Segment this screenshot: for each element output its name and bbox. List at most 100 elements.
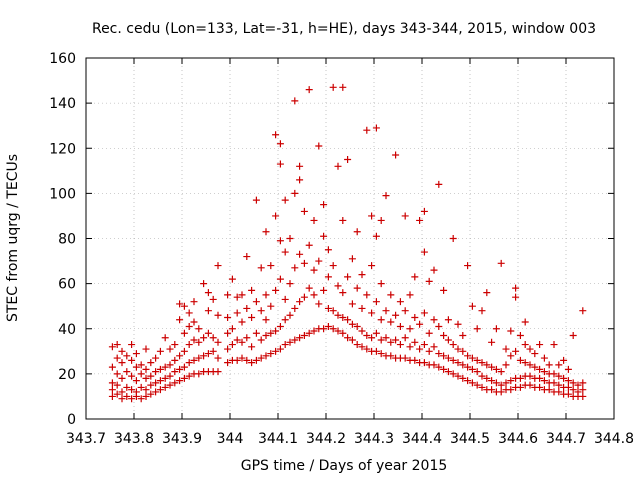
data-point [276,345,284,353]
data-point [329,83,337,91]
y-tick-label: 120 [49,141,76,157]
data-point [161,374,169,382]
data-point [497,381,505,389]
data-point [401,354,409,362]
data-point [291,189,299,197]
data-point [113,370,121,378]
data-point [252,329,260,337]
data-point [363,126,371,134]
data-point [156,347,164,355]
data-point [272,212,280,220]
data-point [305,241,313,249]
data-point [526,381,534,389]
data-point [473,325,481,333]
data-point [358,327,366,335]
data-point [315,142,323,150]
data-point [248,313,256,321]
data-point [252,356,260,364]
data-point [334,162,342,170]
data-point [137,383,145,391]
data-point [243,253,251,261]
data-point [329,325,337,333]
data-point [147,390,155,398]
data-point [521,341,529,349]
y-tick-label: 40 [58,322,76,338]
data-point [166,361,174,369]
data-point [128,386,136,394]
data-point [272,327,280,335]
data-point [497,368,505,376]
y-tick-label: 100 [49,186,76,202]
data-point [243,334,251,342]
data-point [296,298,304,306]
data-point [411,313,419,321]
data-point [310,216,318,224]
data-point [372,232,380,240]
data-point [238,318,246,326]
data-point [267,302,275,310]
data-point [176,365,184,373]
axis-ticks [85,57,615,420]
data-point [555,372,563,380]
data-point [464,262,472,270]
data-point [382,307,390,315]
data-point [286,338,294,346]
data-point [300,332,308,340]
data-point [497,259,505,267]
data-point [382,192,390,200]
data-point [512,284,520,292]
data-point [440,332,448,340]
data-point [454,345,462,353]
data-point [171,356,179,364]
data-point [574,381,582,389]
data-point [564,383,572,391]
data-point [444,354,452,362]
data-point [449,370,457,378]
data-point [185,322,193,330]
data-point [214,311,222,319]
data-point [344,273,352,281]
data-point [296,334,304,342]
data-point [142,365,150,373]
data-point [161,363,169,371]
data-point [430,266,438,274]
data-point [569,386,577,394]
data-point [464,363,472,371]
data-point [401,212,409,220]
data-point [195,338,203,346]
data-point [468,379,476,387]
data-point [488,363,496,371]
data-point [233,336,241,344]
data-point [118,395,126,403]
data-point [267,329,275,337]
data-point [348,300,356,308]
data-point [382,334,390,342]
data-point [507,386,515,394]
data-point [339,329,347,337]
data-point [195,370,203,378]
data-point [248,343,256,351]
x-tick-label: 344.3 [354,431,394,447]
data-point [334,327,342,335]
data-point [440,352,448,360]
data-point [228,275,236,283]
data-point [123,352,131,360]
data-point [224,345,232,353]
data-point [492,379,500,387]
data-point [420,309,428,317]
data-point [344,334,352,342]
data-point [420,341,428,349]
data-point [262,228,270,236]
data-point [233,293,241,301]
data-point [142,345,150,353]
data-point [123,383,131,391]
data-point [161,383,169,391]
data-point [420,248,428,256]
data-point [262,332,270,340]
y-tick-label: 60 [58,277,76,293]
data-point [128,356,136,364]
data-point [176,300,184,308]
data-point [420,207,428,215]
data-point [502,345,510,353]
data-point [348,255,356,263]
